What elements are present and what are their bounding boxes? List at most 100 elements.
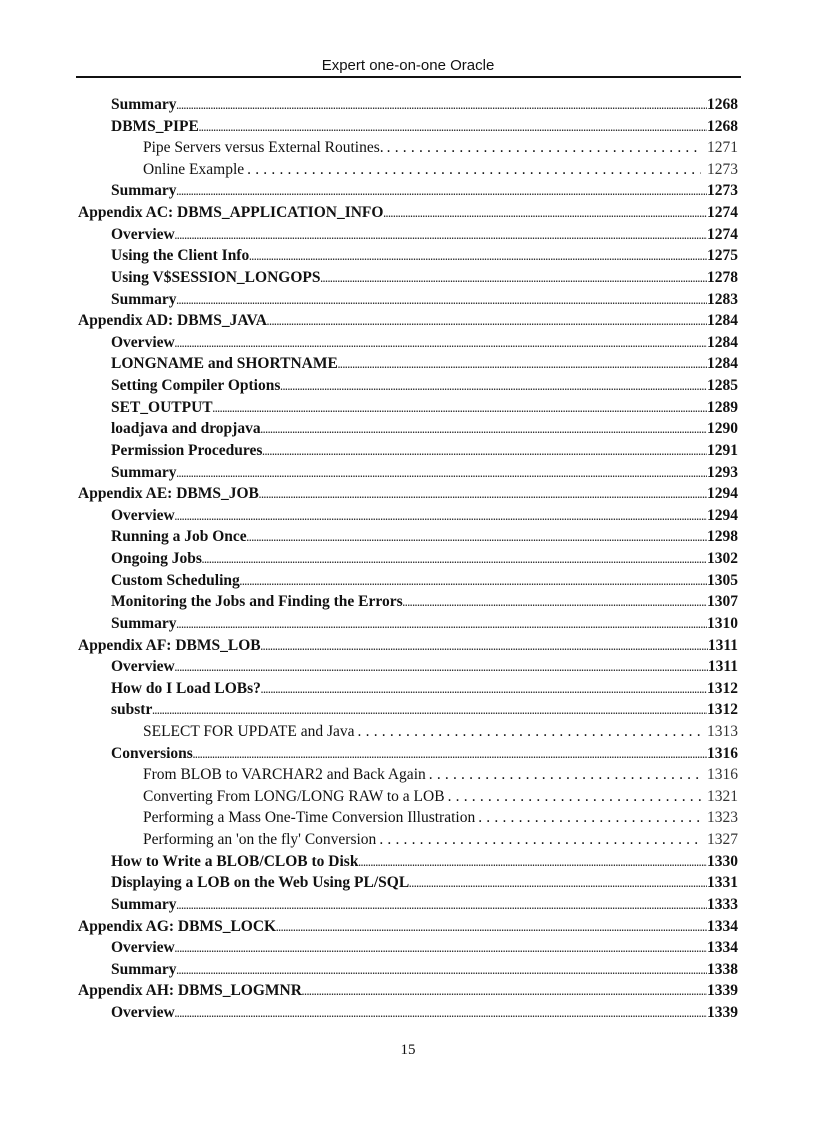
toc-entry[interactable]: Summary.................................… [111,464,738,484]
toc-entry[interactable]: Summary.................................… [111,896,738,916]
toc-entry[interactable]: DBMS_PIPE...............................… [111,118,738,138]
toc-entry[interactable]: Performing a Mass One-Time Conversion Il… [143,809,738,829]
toc-entry-title: Converting From LONG/LONG RAW to a LOB [143,787,445,805]
toc-entry-page: 1284 [707,312,738,330]
toc-entry-page: 1310 [707,614,738,632]
toc-entry-title: Appendix AD: DBMS_JAVA [78,312,267,330]
toc-entry[interactable]: How to Write a BLOB/CLOB to Disk........… [111,853,738,873]
toc-entry-page: 1268 [707,96,738,113]
toc-entry[interactable]: Overview................................… [111,658,738,678]
dot-leader: ........................................… [239,576,707,587]
dot-leader: ........................................… [357,722,701,740]
toc-entry-title: Overview [111,506,175,524]
toc-entry-title: Summary [111,614,177,632]
toc-entry-page: 1316 [707,744,738,762]
toc-entry-page: 1294 [707,506,738,524]
running-header: Expert one-on-one Oracle [321,57,495,74]
toc-entry[interactable]: Overview................................… [111,1004,738,1024]
toc-entry[interactable]: Running a Job Once......................… [111,528,738,548]
dot-leader: ........................................… [262,446,707,457]
toc-entry-title: Using V$SESSION_LONGOPS [111,268,321,286]
dot-leader: ........................................… [174,230,707,241]
toc-entry[interactable]: Permission Procedures...................… [111,442,738,462]
dot-leader: ........................................… [176,468,707,479]
toc-entry[interactable]: Setting Compiler Options................… [111,377,738,397]
toc-entry[interactable]: Overview................................… [111,939,738,959]
dot-leader: ........................................… [198,122,707,133]
toc-entry-page: 1323 [707,809,738,827]
toc-entry-title: Summary [111,290,177,308]
toc-entry[interactable]: Converting From LONG/LONG RAW to a LOB..… [143,788,738,808]
toc-entry-page: 1290 [707,420,738,438]
toc-chapter-entry[interactable]: Appendix AD: DBMS_JAVA..................… [78,312,738,332]
toc-entry-title: substr [111,701,153,719]
toc-entry[interactable]: Summary.................................… [111,615,738,635]
dot-leader: ........................................… [176,295,707,306]
dot-leader: ........................................… [320,273,707,284]
toc-entry-page: 1339 [707,1004,738,1022]
toc-entry-title: Online Example [143,160,245,178]
toc-entry[interactable]: loadjava and dropjava...................… [111,420,738,440]
toc-entry[interactable]: Summary.................................… [111,96,738,116]
dot-leader: ........................................… [301,987,707,998]
dot-leader: ........................................… [176,619,707,630]
toc-entry[interactable]: Overview................................… [111,226,738,246]
toc-entry-page: 1311 [707,658,738,676]
header-rule [76,76,741,78]
toc-chapter-entry[interactable]: Appendix AG: DBMS_LOCK..................… [78,918,738,938]
toc-entry[interactable]: Using the Client Info...................… [111,247,738,267]
toc-entry[interactable]: Overview................................… [111,334,738,354]
toc-entry[interactable]: Overview................................… [111,507,738,527]
dot-leader: ........................................… [409,879,707,890]
toc-entry[interactable]: Pipe Servers versus External Routines...… [143,139,738,159]
dot-leader: ........................................… [258,490,707,501]
toc-entry[interactable]: Conversions.............................… [111,745,738,765]
toc-entry[interactable]: How do I Load LOBs?.....................… [111,680,738,700]
toc-entry[interactable]: Monitoring the Jobs and Finding the Erro… [111,593,738,613]
toc-entry-page: 1284 [707,355,738,373]
toc-chapter-entry[interactable]: Appendix AC: DBMS_APPLICATION_INFO......… [78,204,738,224]
toc-entry-title: Performing a Mass One-Time Conversion Il… [143,809,476,827]
toc-entry-page: 1294 [707,485,738,503]
toc-entry-title: Summary [111,463,177,481]
toc-entry[interactable]: SET_OUTPUT..............................… [111,399,738,419]
dot-leader: ........................................… [201,555,707,566]
toc-entry[interactable]: Summary.................................… [111,961,738,981]
toc-chapter-entry[interactable]: Appendix AE: DBMS_JOB...................… [78,485,738,505]
toc-entry-page: 1327 [707,831,738,849]
toc-entry-title: Conversions [111,744,193,762]
toc-entry-title: How do I Load LOBs? [111,679,261,697]
toc-entry[interactable]: Summary.................................… [111,291,738,311]
dot-leader: ........................................… [176,965,707,976]
toc-chapter-entry[interactable]: Appendix AF: DBMS_LOB...................… [78,637,738,657]
toc-entry[interactable]: Custom Scheduling.......................… [111,572,738,592]
toc-entry[interactable]: LONGNAME and SHORTNAME..................… [111,355,738,375]
toc-entry-page: 1307 [707,593,738,611]
dot-leader: ........................................… [174,338,707,349]
dot-leader: ........................................… [428,766,701,784]
toc-entry-page: 1311 [707,636,738,654]
toc-entry[interactable]: Displaying a LOB on the Web Using PL/SQL… [111,874,738,894]
toc-entry-title: Overview [111,333,175,351]
toc-entry[interactable]: From BLOB to VARCHAR2 and Back Again....… [143,766,738,786]
toc-entry-title: Appendix AG: DBMS_LOCK [78,917,277,935]
toc-entry[interactable]: substr..................................… [111,701,738,721]
toc-entry-title: Overview [111,225,175,243]
toc-entry[interactable]: Ongoing Jobs............................… [111,550,738,570]
toc-entry-title: From BLOB to VARCHAR2 and Back Again [143,766,426,784]
dot-leader: ........................................… [379,831,701,849]
dot-leader: ........................................… [260,684,707,695]
toc-entry-page: 1293 [707,463,738,481]
toc-entry-page: 1274 [707,204,738,222]
toc-entry-title: Appendix AF: DBMS_LOB [78,636,261,654]
toc-entry[interactable]: Online Example..........................… [143,161,738,181]
toc-entry-page: 1271 [707,139,738,157]
toc-entry[interactable]: SELECT FOR UPDATE and Java..............… [143,723,738,743]
toc-entry[interactable]: Performing an 'on the fly' Conversion...… [143,831,738,851]
toc-entry[interactable]: Using V$SESSION_LONGOPS.................… [111,269,738,289]
toc-entry-page: 1278 [707,268,738,286]
dot-leader: ........................................… [337,360,707,371]
toc-entry-title: Performing an 'on the fly' Conversion [143,831,377,849]
toc-chapter-entry[interactable]: Appendix AH: DBMS_LOGMNR................… [78,982,738,1002]
toc-entry[interactable]: Summary.................................… [111,182,738,202]
